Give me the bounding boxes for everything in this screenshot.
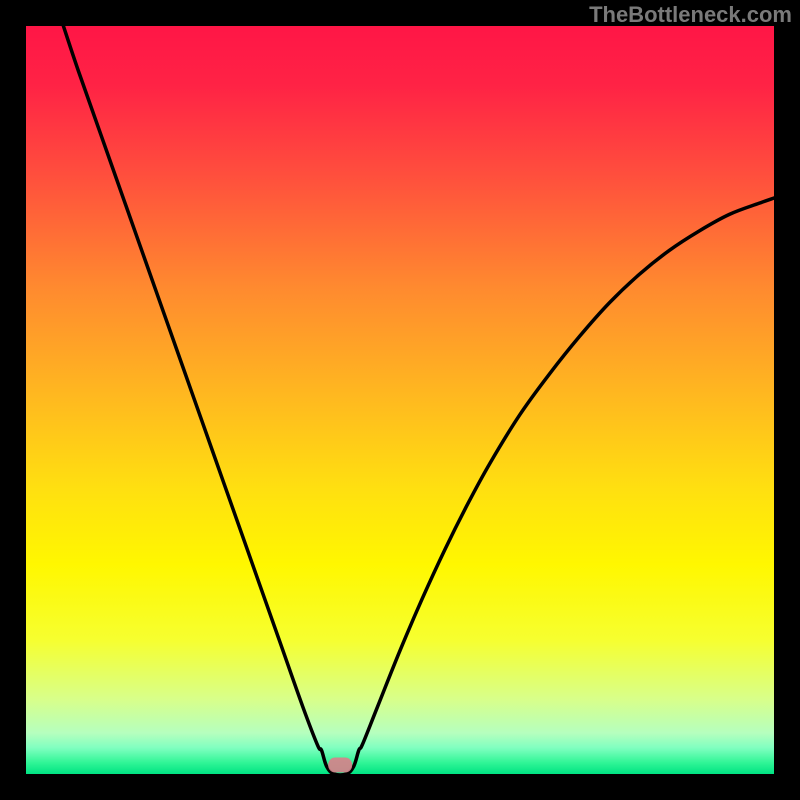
bottleneck-curve-chart [0,0,800,800]
chart-container: TheBottleneck.com [0,0,800,800]
attribution-label: TheBottleneck.com [589,2,792,28]
optimal-point-marker [328,758,352,773]
gradient-background [26,26,774,774]
